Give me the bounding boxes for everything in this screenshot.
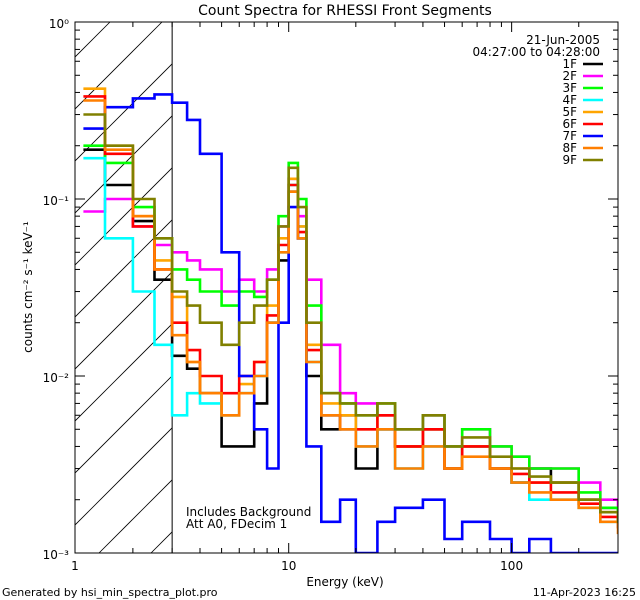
legend-label-9f: 9F — [562, 153, 577, 167]
annotation-attenuator: Att A0, FDecim 1 — [186, 517, 287, 531]
y-tick-label: 10⁻³ — [43, 548, 70, 562]
x-axis-label: Energy (keV) — [306, 575, 383, 589]
legend-label-4f: 4F — [562, 93, 577, 107]
y-tick-label: 10⁻¹ — [43, 194, 70, 208]
time-range-label: 04:27:00 to 04:28:00 — [473, 45, 600, 59]
series-line-4f — [83, 156, 618, 529]
x-tick-label: 10 — [281, 559, 296, 573]
series-line-6f — [83, 95, 618, 529]
date-label: 21-Jun-2005 — [526, 33, 600, 47]
legend-label-6f: 6F — [562, 117, 577, 131]
hatch-region — [75, 22, 173, 553]
x-tick-label: 1 — [71, 559, 79, 573]
y-tick-label: 10⁰ — [49, 17, 69, 31]
series-line-9f — [83, 113, 618, 524]
plot-frame — [74, 21, 619, 554]
series-line-2f — [83, 177, 618, 510]
legend-label-3f: 3F — [562, 81, 577, 95]
generated-by: Generated by hsi_min_spectra_plot.pro — [2, 586, 218, 599]
annotation-background: Includes Background — [186, 505, 311, 519]
timestamp: 11-Apr-2023 16:25 — [533, 586, 636, 599]
y-axis-label: counts cm⁻² s⁻¹ keV⁻¹ — [21, 221, 35, 353]
legend-label-2f: 2F — [562, 69, 577, 83]
legend-label-5f: 5F — [562, 105, 577, 119]
chart-title: Count Spectra for RHESSI Front Segments — [198, 3, 492, 19]
legend-label-7f: 7F — [562, 129, 577, 143]
series-line-3f — [83, 144, 618, 519]
legend-label-1f: 1F — [562, 57, 577, 71]
x-tick-label: 100 — [500, 559, 523, 573]
series-line-7f — [83, 93, 618, 553]
y-tick-label: 10⁻² — [43, 371, 70, 385]
series-line-5f — [83, 87, 618, 524]
series-line-1f — [83, 148, 618, 524]
legend-label-8f: 8F — [562, 141, 577, 155]
